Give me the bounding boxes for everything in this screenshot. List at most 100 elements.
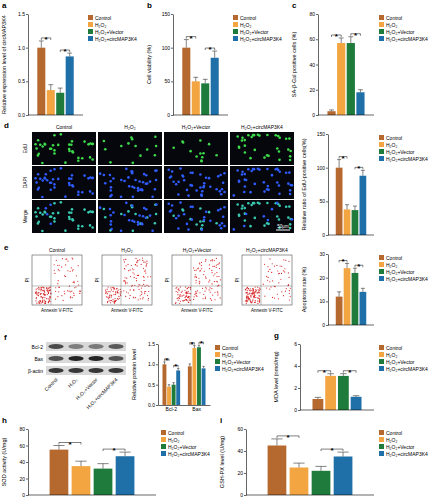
- flow-event: [245, 289, 246, 290]
- cell-nucleus: [110, 228, 113, 231]
- micrograph: [32, 166, 96, 199]
- cell-nucleus: [77, 225, 80, 228]
- flow-event: [186, 292, 187, 293]
- flow-event: [124, 268, 125, 269]
- cell-nucleus: [137, 187, 140, 190]
- flow-event: [188, 297, 189, 298]
- cell-nucleus: [289, 223, 292, 226]
- y-tick-mark: [316, 90, 318, 91]
- flow-event: [186, 295, 187, 296]
- flow-event: [252, 293, 253, 294]
- cell-nucleus: [241, 170, 244, 173]
- flow-event: [143, 280, 144, 281]
- cell-nucleus: [241, 207, 244, 210]
- flow-event: [58, 286, 59, 287]
- flow-event: [184, 300, 185, 301]
- y-tick: 4: [294, 363, 300, 369]
- flow-event: [114, 302, 115, 303]
- quadrant-line: [121, 255, 122, 305]
- bar: [360, 176, 367, 235]
- y-tick-label: 150: [162, 11, 171, 17]
- flow-event: [39, 303, 40, 304]
- error-bar: [39, 41, 44, 48]
- error-bar: [53, 446, 64, 450]
- cell-nucleus: [120, 179, 123, 182]
- cell-nucleus: [244, 144, 247, 147]
- y-tick-label: 4: [294, 363, 297, 369]
- flow-event: [253, 291, 254, 292]
- flow-event: [72, 257, 73, 258]
- cell-nucleus: [103, 140, 106, 143]
- error-bar: [189, 364, 191, 366]
- blot-band: [108, 368, 123, 373]
- flow-event: [214, 273, 215, 274]
- flow-event: [196, 277, 197, 278]
- figure: abcdefghi0.00.51.01.5Relative expression…: [0, 0, 436, 500]
- legend-label: H₂O₂+Vector: [95, 29, 124, 35]
- cell-nucleus: [128, 185, 131, 188]
- cell-nucleus: [200, 228, 203, 231]
- flow-event: [65, 264, 66, 265]
- cell-nucleus: [238, 180, 241, 183]
- cell-nucleus: [37, 188, 40, 191]
- cell-nucleus: [277, 135, 280, 138]
- flow-event: [251, 293, 252, 294]
- cell-nucleus: [132, 196, 135, 199]
- blot-strip: [46, 366, 126, 375]
- row-label: Merge: [22, 209, 28, 223]
- y-tick: 0.5: [18, 78, 28, 84]
- flow-event: [113, 288, 114, 289]
- flow-event: [147, 295, 148, 296]
- flow-event: [179, 303, 180, 304]
- cell-nucleus: [112, 211, 115, 214]
- legend-label: H₂O₂+Vector: [386, 359, 415, 365]
- flow-event: [136, 262, 137, 263]
- flow-event: [143, 268, 144, 269]
- flow-frame: [172, 255, 222, 305]
- y-tick-label: 1.5: [18, 11, 25, 17]
- flow-event: [278, 282, 279, 283]
- blot-band: [68, 356, 83, 361]
- flow-event: [150, 276, 151, 277]
- flow-event: [124, 277, 125, 278]
- flow-event: [203, 274, 204, 275]
- flow-event: [62, 258, 63, 259]
- y-tick: 0: [240, 492, 246, 498]
- cell-nucleus: [139, 154, 142, 157]
- cell-nucleus: [263, 215, 266, 218]
- cell-nucleus: [289, 155, 292, 158]
- flow-event: [254, 295, 255, 296]
- flow-event: [42, 301, 43, 302]
- flow-event: [137, 275, 138, 276]
- y-tick: 150: [317, 131, 328, 137]
- flow-event: [112, 287, 113, 288]
- flow-event: [183, 295, 184, 296]
- flow-event: [125, 281, 126, 282]
- flow-event: [201, 262, 202, 263]
- cell-nucleus: [137, 221, 140, 224]
- flow-event: [137, 275, 138, 276]
- flow-event: [194, 276, 195, 277]
- significance-label: *: [165, 356, 169, 365]
- flow-event: [148, 291, 149, 292]
- cell-nucleus: [276, 147, 279, 150]
- cell-nucleus: [289, 193, 292, 196]
- error-bar: [315, 397, 321, 399]
- flow-event: [254, 292, 255, 293]
- cell-nucleus: [53, 152, 56, 155]
- y-axis-title: Cell viability (%): [146, 45, 152, 84]
- flow-event: [44, 294, 45, 295]
- error-bar-cap: [67, 53, 72, 54]
- flow-event: [113, 291, 114, 292]
- cell-nucleus: [285, 137, 288, 140]
- flow-event: [48, 298, 49, 299]
- cell-nucleus: [44, 143, 47, 146]
- panel-label: f: [4, 333, 7, 342]
- bar: [268, 446, 287, 496]
- flow-event: [205, 287, 206, 288]
- cell-nucleus: [143, 207, 146, 210]
- blot-band: [48, 344, 63, 349]
- flow-event: [128, 292, 129, 293]
- flow-event: [38, 292, 39, 293]
- plot-area: [50, 446, 135, 496]
